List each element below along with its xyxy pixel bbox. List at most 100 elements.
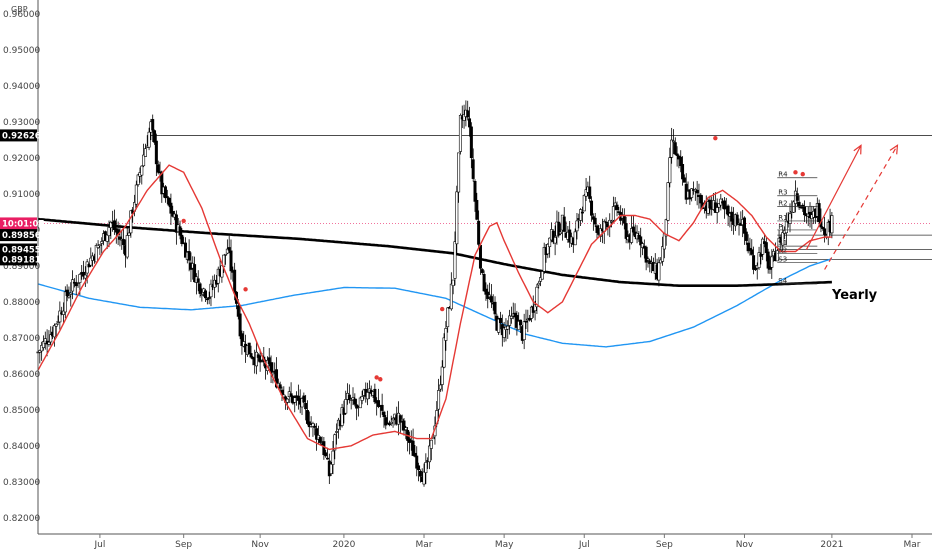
- candle-body: [72, 281, 76, 284]
- candle-body: [557, 221, 561, 236]
- candle-body: [331, 450, 335, 465]
- candle-body: [668, 157, 672, 184]
- candle-body: [506, 325, 510, 330]
- candle-body: [163, 186, 167, 199]
- candle-body: [143, 148, 147, 157]
- candle-body: [236, 305, 240, 317]
- candle-body: [766, 251, 770, 269]
- pivot-label: R1: [778, 214, 787, 222]
- candle-body: [38, 350, 42, 353]
- candle-body: [477, 220, 481, 245]
- price-badge: [0, 243, 37, 256]
- y-tick-label: 0.91000: [3, 190, 40, 200]
- x-tick-label: Nov: [736, 540, 754, 550]
- candle-body: [590, 200, 594, 216]
- candle-body: [400, 419, 404, 421]
- candle-body: [508, 315, 512, 326]
- candle-body: [156, 164, 160, 173]
- candle-body: [187, 251, 191, 261]
- pivot-label: S4: [778, 277, 787, 285]
- candle-body: [249, 353, 253, 358]
- candle-body: [730, 211, 734, 222]
- candle-body: [71, 279, 75, 292]
- candle-body: [792, 201, 796, 213]
- candle-body: [562, 216, 566, 232]
- candle-body: [424, 462, 428, 473]
- candle-body: [233, 269, 237, 294]
- y-tick-label: 0.82000: [3, 514, 40, 524]
- candle-body: [573, 231, 577, 246]
- candle-body: [644, 246, 648, 263]
- candle-body: [666, 182, 670, 221]
- candle-body: [599, 228, 603, 237]
- candle-body: [611, 206, 615, 221]
- candle-body: [821, 227, 825, 230]
- candle-body: [630, 228, 634, 243]
- candle-body: [604, 221, 608, 224]
- candle-body: [542, 247, 546, 272]
- y-tick-label: 0.93000: [3, 118, 40, 128]
- x-tick-label: Jul: [93, 540, 105, 550]
- candle-body: [546, 244, 550, 255]
- candle-body: [180, 234, 184, 244]
- candle-body: [457, 152, 461, 193]
- time-axis[interactable]: Jul Sep Nov 2020 Mar May Jul Sep Nov 2021 Mar: [38, 533, 932, 550]
- candle-body: [165, 196, 169, 198]
- candle-body: [473, 180, 477, 202]
- candle-body: [417, 465, 421, 471]
- price-badge-text: 0.89181: [2, 255, 41, 265]
- candle-body: [757, 252, 761, 268]
- candle-body: [466, 110, 470, 118]
- candle-body: [324, 452, 328, 457]
- candle-body: [675, 153, 679, 156]
- candle-body: [63, 291, 67, 313]
- candle-body: [311, 423, 315, 427]
- pivot-label: S2: [778, 246, 787, 254]
- signal-dot: [440, 306, 445, 312]
- candle-body: [193, 264, 197, 283]
- candle-body: [582, 195, 586, 212]
- candle-body: [209, 283, 213, 298]
- candle-body: [750, 249, 754, 255]
- candle-body: [579, 209, 583, 221]
- candle-body: [227, 247, 231, 251]
- candle-body: [615, 204, 619, 210]
- candle-body: [681, 164, 685, 180]
- candle-body: [752, 255, 756, 270]
- candle-body: [74, 283, 78, 287]
- candle-body: [169, 202, 173, 214]
- candle-body: [293, 397, 297, 403]
- candle-body: [238, 313, 242, 337]
- candle-body: [830, 215, 834, 234]
- candle-body: [438, 384, 442, 390]
- price-badge: [0, 253, 37, 266]
- candle-body: [302, 395, 306, 403]
- candle-body: [275, 369, 279, 388]
- y-tick-label: 0.96000: [3, 10, 40, 20]
- candle-body: [413, 452, 417, 457]
- candle-body: [795, 193, 799, 201]
- candle-body: [657, 262, 661, 281]
- candle-body: [695, 189, 699, 194]
- candle-body: [553, 237, 557, 244]
- candle-body: [198, 283, 202, 294]
- signal-dot: [713, 135, 718, 141]
- arrow-head: [853, 144, 862, 155]
- candle-body: [41, 341, 45, 349]
- price-axis[interactable]: GBP 0.96000 0.95000 0.94000 0.93000 0.92000 0…: [3, 0, 40, 534]
- candle-body: [109, 221, 113, 229]
- candle-body: [49, 334, 53, 343]
- candle-body: [519, 319, 523, 326]
- candle-body: [415, 455, 419, 469]
- candle-body: [533, 304, 537, 312]
- candle-body: [398, 415, 402, 423]
- candle-body: [83, 274, 87, 279]
- candle-body: [389, 421, 393, 424]
- candle-body: [40, 345, 44, 352]
- candle-body: [498, 317, 502, 324]
- candle-body: [107, 226, 111, 236]
- candle-body: [224, 253, 228, 256]
- candle-body: [255, 351, 259, 367]
- candle-body: [112, 220, 116, 230]
